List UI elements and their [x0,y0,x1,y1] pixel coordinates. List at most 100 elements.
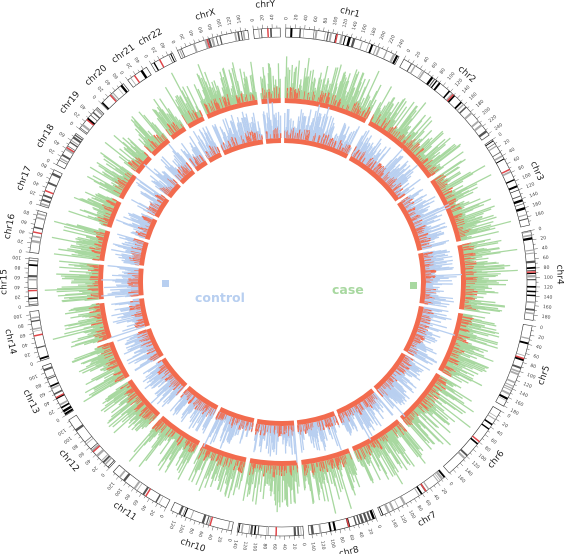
case-bar-red [102,204,114,211]
control-bar-red [398,193,406,199]
control-track-chr12 [142,357,188,408]
case-bar [384,434,397,452]
case-bar-red [104,353,114,359]
case-bar [115,167,131,179]
case-bar [153,135,161,145]
case-bar [141,152,148,158]
case-bar [434,383,465,405]
case-bar [161,132,168,139]
case-bar [386,120,395,132]
case-bar [464,303,499,310]
case-bar [186,85,203,117]
tick-mark [323,27,325,32]
control-baseline-chr7 [336,388,375,415]
case-bar-red [154,421,163,431]
case-bar [460,228,491,237]
case-bar [457,220,481,229]
case-bar [70,335,107,348]
case-bar-red [437,378,445,384]
cytoband [520,336,530,340]
cytoband [158,496,164,505]
case-bar [453,348,461,353]
case-track-chr2 [367,86,464,179]
case-bar [277,63,280,99]
case-bar [159,431,177,455]
case-bar [222,76,232,106]
cytoband [290,28,293,38]
case-baseline-chr15 [98,264,104,300]
tick-mark [138,493,142,497]
tick-label: 20 [291,544,297,550]
case-bar [100,348,111,354]
case-bar [287,465,290,487]
case-bar [342,69,358,109]
case-bar-red [425,164,431,169]
case-bar [92,175,122,193]
case-track-chr12 [100,379,161,434]
case-bar [386,119,396,132]
case-bar-red [463,248,474,252]
case-bar [260,92,263,100]
case-bar-red [451,352,459,357]
case-bar [63,294,99,299]
case-bar [455,341,480,351]
tick-mark [526,211,529,213]
signal-tracks [44,56,518,514]
case-bar [301,464,306,491]
case-bar-red [448,359,459,366]
case-bar [104,169,127,185]
case-bar-red [256,464,259,469]
case-bar-red [132,160,140,167]
tick-label: 160 [543,304,552,311]
case-bar [465,264,505,269]
case-bar [340,456,354,491]
case-bar-red [112,198,118,202]
tick-mark [467,106,470,109]
case-bar-red [87,263,99,267]
cytoband [471,120,480,128]
tick-label: 40 [281,544,287,550]
case-bar-red [459,328,470,333]
case-bar [317,462,320,469]
case-bar [374,105,386,124]
case-bar [94,247,102,250]
case-bar [52,326,104,341]
tick-mark [482,438,485,441]
tick-mark [163,507,167,512]
case-bar [400,135,406,142]
case-bar [178,436,183,443]
control-bar-red [157,359,162,364]
case-bar-red [439,183,446,188]
case-bar [160,426,170,438]
case-bar-red [119,185,125,189]
case-bar [159,108,177,133]
case-bar [411,411,420,419]
case-bar [461,323,468,326]
tick-mark [211,526,214,531]
control-baseline-chrx [222,139,264,156]
tick-label: 80 [261,543,267,549]
case-bar [407,415,435,445]
case-bar-red [238,97,241,103]
case-bar [462,242,478,248]
cytoband [372,46,378,55]
case-bar [405,417,427,442]
case-bar-red [465,271,477,274]
case-bar [135,405,147,416]
tick-mark [366,521,369,526]
case-bar [452,350,471,359]
case-bar [255,464,262,505]
case-bar [243,77,250,102]
case-bar [306,464,314,505]
case-bar [462,244,472,248]
tick-mark [427,70,431,75]
case-bar [424,397,431,404]
case-bar [353,100,360,113]
case-bar-red [455,218,461,222]
tick-mark [128,485,130,488]
tick-label: 0 [538,226,542,232]
case-bar [82,357,115,374]
case-bar [314,77,321,102]
case-bar-red [452,350,458,354]
case-bar-red [219,455,224,466]
